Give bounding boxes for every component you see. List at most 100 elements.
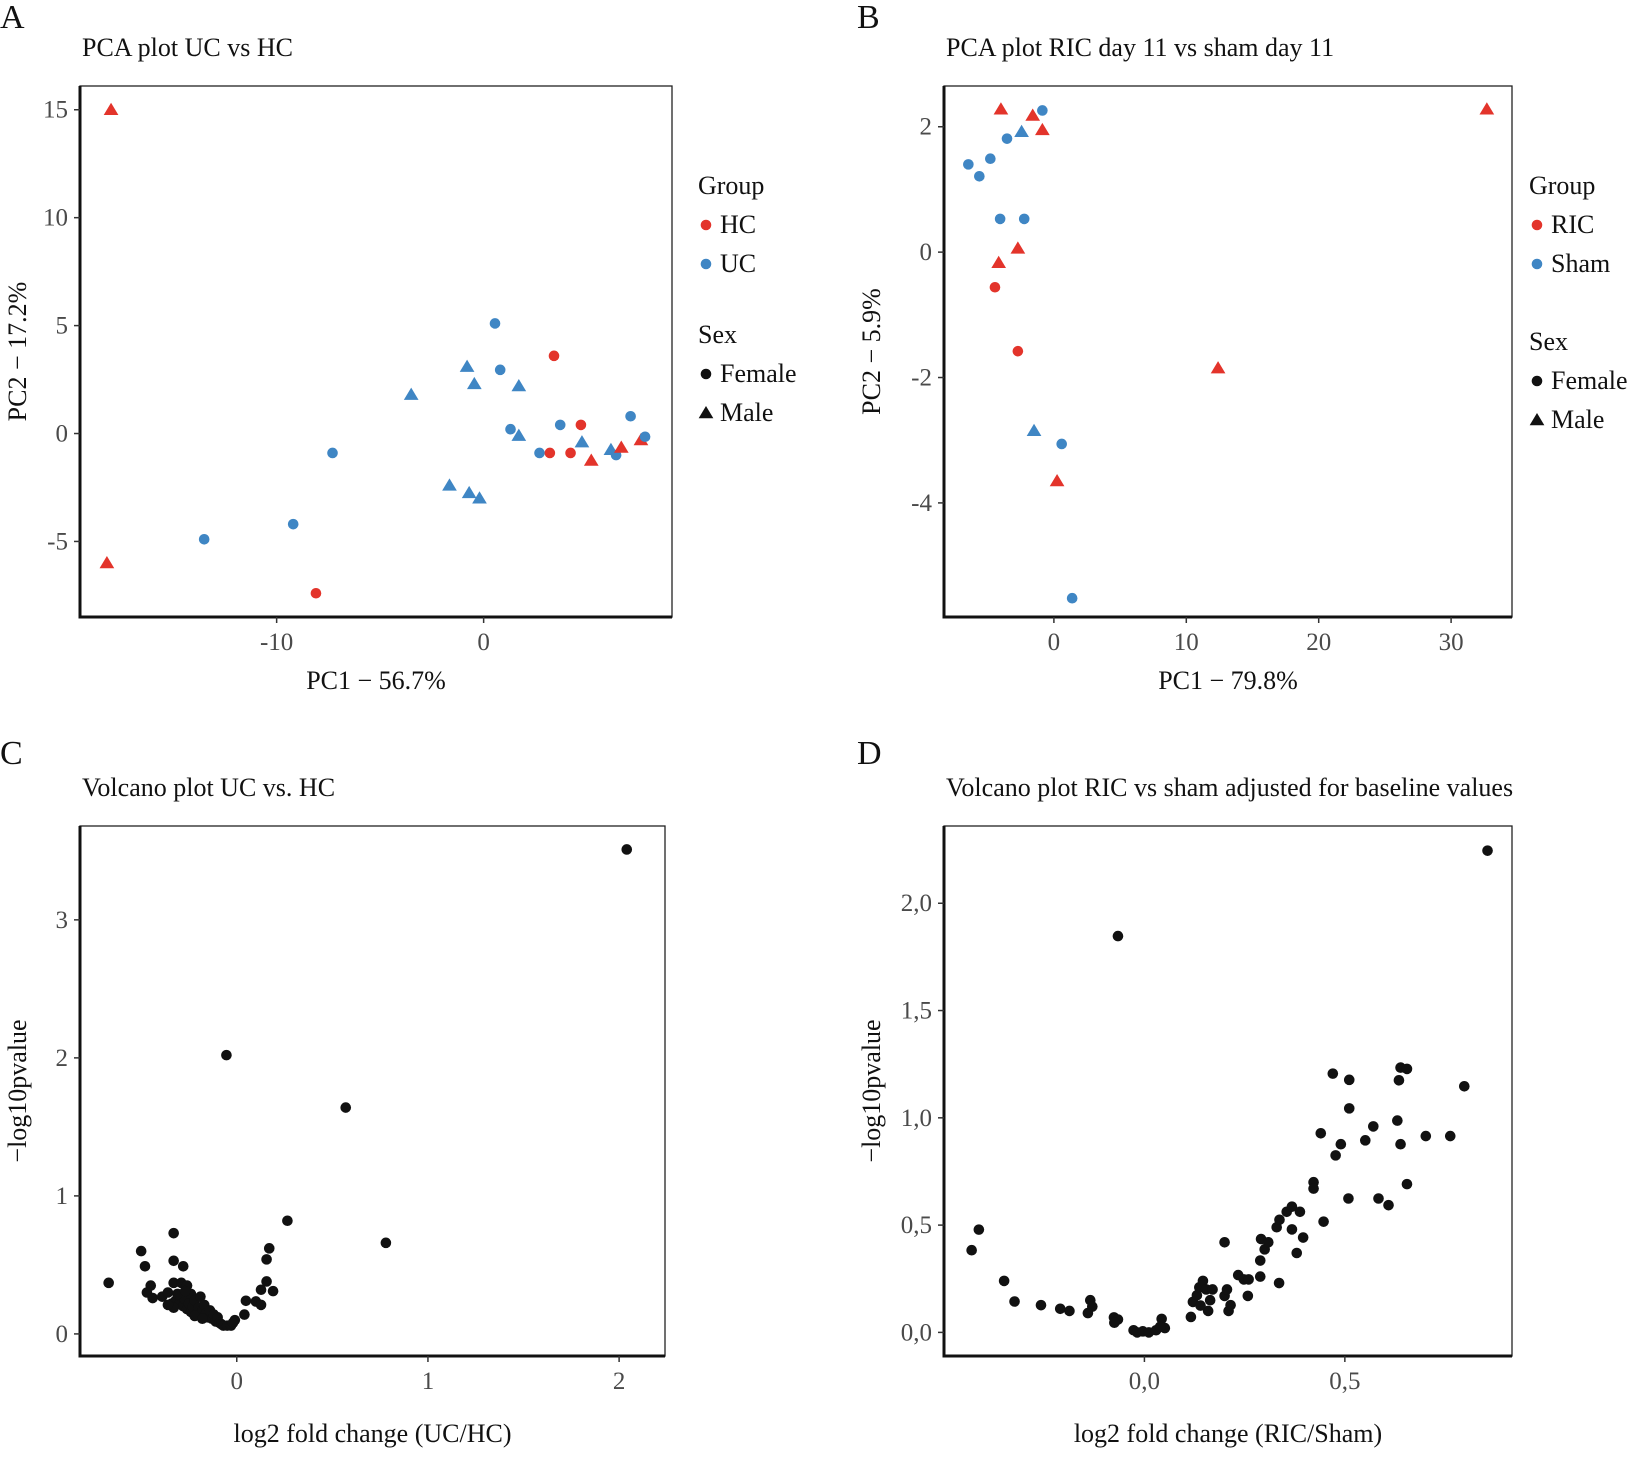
data-point [1221,1284,1233,1295]
y-tick-label: 5 [56,313,69,340]
legend-item-male: Male [720,398,773,427]
data-point-uc-male [459,359,475,372]
chart-title: Volcano plot RIC vs sham adjusted for ba… [946,773,1513,802]
data-point-uc-male [574,435,590,448]
plot-frame [943,825,1513,1357]
legend-item-hc: HC [720,210,756,239]
legend-item-female: Female [720,359,797,388]
data-point [1274,1214,1285,1226]
data-point [168,1277,179,1289]
y-tick-label: 1,5 [901,998,932,1025]
x-tick-label: 0 [231,1368,244,1395]
data-point-ric-male [1210,361,1226,374]
data-point [179,1285,191,1297]
data-point-uc-female [534,447,545,459]
data-point [1401,1178,1413,1190]
data-point [1392,1115,1403,1126]
data-point [1054,1303,1066,1315]
data-points [103,844,633,1331]
data-point [1197,1275,1209,1287]
y-tick-label: -5 [47,528,68,555]
data-point [1286,1201,1298,1212]
y-tick-label: 0 [920,239,933,266]
data-point-uc-female [505,423,516,435]
data-point [1294,1206,1306,1218]
data-point-sham-female [1001,133,1013,144]
x-tick-label: -10 [260,629,293,656]
data-point [177,1260,189,1272]
data-point-ric-male [1479,102,1495,115]
data-point [1242,1290,1254,1302]
data-point-uc-female [625,410,636,422]
data-point [162,1299,174,1311]
x-tick-label: 0,0 [1129,1368,1160,1395]
data-point [1291,1247,1303,1259]
data-point [1373,1193,1384,1204]
panel-label: D [857,735,882,772]
y-tick-label: 15 [43,97,68,124]
data-point [168,1255,179,1267]
legend-item-male: Male [1551,405,1604,434]
data-point [263,1243,275,1254]
y-tick-label: 0,0 [901,1319,932,1346]
data-point [1401,1063,1413,1075]
data-point-ric-male [1010,241,1026,254]
data-point [255,1299,267,1311]
data-point-sham-female [974,170,985,182]
data-points [963,102,1495,604]
panel-label: B [857,0,880,36]
data-point [1243,1274,1254,1285]
data-point [221,1049,232,1061]
legend-marker-ric [1531,219,1543,231]
data-point [1154,1321,1166,1333]
data-point-sham-male [1014,124,1029,138]
data-point [1254,1271,1266,1282]
legend-item-female: Female [1551,366,1628,395]
y-axis-label: −log10pvalue [857,1019,886,1162]
y-axis-label: PC2 − 5.9% [857,288,886,415]
data-point [1286,1224,1298,1235]
data-point-hc-female [548,350,560,362]
legend-sex-title: Sex [698,320,737,349]
legend-item-sham: Sham [1551,249,1610,278]
data-point-uc-male [403,387,419,400]
data-point [135,1245,147,1257]
data-point [227,1317,239,1329]
data-point [1112,930,1124,942]
panel-label: A [0,0,25,36]
legend: Group HC UC Sex Female Male [698,171,797,427]
x-axis-label: log2 fold change (UC/HC) [233,1419,511,1448]
y-tick-label: 10 [43,205,68,232]
data-point-uc-male [511,379,527,392]
data-point-sham-female [1018,213,1030,225]
data-point-sham-female [1037,105,1048,116]
data-point [1482,845,1493,856]
data-point [195,1291,206,1302]
data-point [1202,1305,1214,1317]
x-tick-label: 30 [1439,629,1464,656]
legend-item-ric: RIC [1551,210,1594,239]
data-point [103,1277,114,1289]
panel-a: A PCA plot UC vs HC -10 0 -5 0 5 10 15 PC1 − 56.7… [0,0,797,695]
data-point [1297,1232,1309,1243]
data-point [1383,1199,1394,1211]
data-point [380,1237,392,1249]
legend-marker-uc [700,258,712,270]
data-point [1343,1103,1355,1114]
data-points [99,102,651,599]
data-point [1225,1299,1236,1311]
data-point-uc-female [287,518,299,530]
data-point-hc-female [310,587,322,599]
data-point [621,844,633,855]
data-point-ric-male [1035,122,1050,136]
chart-title: Volcano plot UC vs. HC [82,773,335,802]
data-point [1195,1300,1206,1311]
y-axis-label: −log10pvalue [3,1019,32,1162]
data-point-hc-male [103,102,119,115]
panel-label: C [0,735,23,772]
data-point-ric-female [1012,345,1024,357]
data-point [1318,1216,1329,1227]
data-point [1308,1183,1319,1194]
